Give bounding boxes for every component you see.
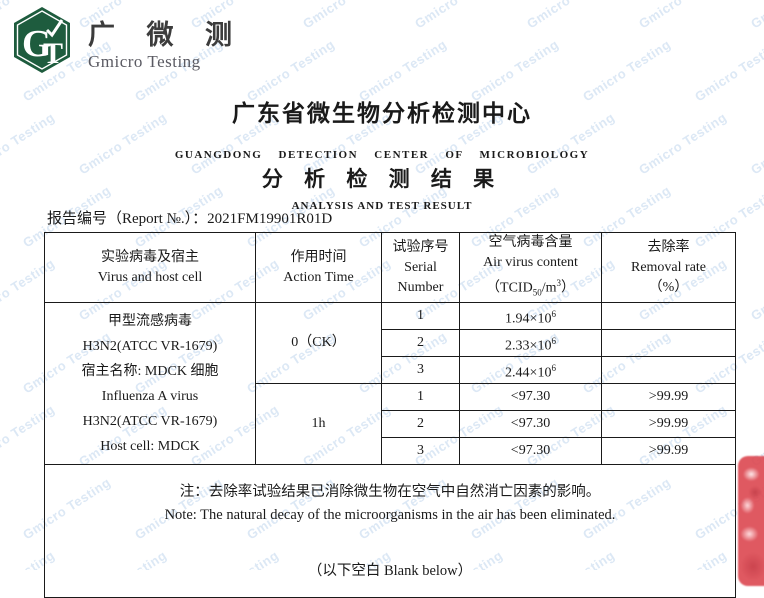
brand-name-zh: 广 微 测 — [88, 20, 245, 50]
svg-text:G: G — [22, 23, 52, 65]
red-stamp — [738, 456, 764, 586]
watermark-text: Gmicro Testing — [524, 0, 617, 31]
header-serial-en1: Serial — [404, 259, 437, 275]
unit-mid: /m — [541, 280, 557, 296]
action-time-ck-cell: 0（CK） — [255, 302, 382, 385]
content-cell: 2.33×106 — [459, 329, 602, 358]
title-block: 广东省微生物分析检测中心 GUANGDONG DETECTION CENTER … — [0, 94, 764, 212]
header-content-en: Air virus content — [483, 255, 578, 270]
removal-cell: >99.99 — [601, 383, 736, 412]
center-title-zh: 广东省微生物分析检测中心 — [232, 101, 532, 126]
table-row: 3 <97.30 >99.99 — [45, 437, 736, 466]
center-title-en: GUANGDONG DETECTION CENTER OF MICROBIOLO… — [174, 149, 590, 161]
header-time-en: Action Time — [283, 269, 354, 285]
content-cell: <97.30 — [459, 437, 602, 466]
result-title-en: ANALYSIS AND TEST RESULT — [291, 200, 473, 212]
header-virus-en: Virus and host cell — [97, 269, 203, 285]
header-time-zh: 作用时间 — [290, 249, 347, 265]
virus-line: 宿主名称: MDCK 细胞 — [81, 363, 219, 379]
virus-line: H3N2(ATCC VR-1679) — [82, 338, 218, 354]
unit-prefix: （TCID — [486, 280, 533, 296]
removal-cell: >99.99 — [601, 437, 736, 466]
header-removal-unit: （%） — [648, 279, 689, 295]
action-time-1h-cell: 1h — [255, 383, 382, 466]
note-row: 注：去除率试验结果已消除微生物在空气中自然消亡因素的影响。 Note: The … — [44, 464, 736, 598]
header-content-unit: （TCID50/m3） — [460, 273, 601, 302]
watermark-text: Gmicro Testing — [748, 0, 764, 31]
header-content-zh: 空气病毒含量 — [488, 235, 573, 250]
header-removal-rate: 去除率 Removal rate （%） — [601, 231, 736, 304]
header-serial-zh: 试验序号 — [392, 239, 449, 255]
note-line-zh: 注：去除率试验结果已消除微生物在空气中自然消亡因素的影响。 — [179, 484, 601, 501]
blank-below-label: （以下空白 Blank below） — [307, 563, 473, 580]
virus-line: Host cell: MDCK — [100, 438, 200, 454]
watermark-text: Gmicro Testing — [412, 0, 505, 31]
header-air-virus-content: 空气病毒含量 Air virus content （TCID50/m3） — [459, 231, 602, 304]
virus-host-cell: 甲型流感病毒 H3N2(ATCC VR-1679) 宿主名称: MDCK 细胞 … — [44, 302, 256, 466]
results-table: 实验病毒及宿主 Virus and host cell 作用时间 Action … — [44, 231, 736, 598]
watermark-text: Gmicro Testing — [636, 0, 729, 31]
content-cell: 1.94×106 — [459, 302, 602, 331]
content-exponent: 6 — [551, 362, 556, 373]
table-row: 3 2.44×106 — [45, 356, 736, 385]
serial-cell: 2 — [381, 410, 460, 439]
result-title-zh: 分 析 检 测 结 果 — [261, 167, 503, 191]
content-exponent: 6 — [551, 335, 556, 346]
removal-cell: >99.99 — [601, 410, 736, 439]
removal-cell-diagonal — [601, 329, 736, 358]
table-row: 2 2.33×106 — [45, 329, 736, 358]
brand-name-en: Gmicro Testing — [88, 52, 201, 71]
header-virus: 实验病毒及宿主 Virus and host cell — [44, 231, 256, 304]
report-number-line: 报告编号（Report №.）：2021FM19901R01D — [47, 207, 332, 228]
report-number-label: 报告编号（Report №.）： — [47, 211, 208, 227]
content-value: 2.44×10 — [505, 365, 552, 381]
removal-cell-diagonal — [601, 356, 736, 385]
content-value: 1.94×10 — [505, 311, 552, 327]
content-exponent: 6 — [551, 308, 556, 319]
gmicro-logo-icon: G T — [14, 7, 70, 73]
brand-text: 广 微 测 Gmicro Testing — [88, 20, 244, 72]
note-line-en: Note: The natural decay of the microorga… — [164, 507, 616, 524]
serial-cell: 2 — [381, 329, 460, 358]
table-header-row: 实验病毒及宿主 Virus and host cell 作用时间 Action … — [44, 231, 736, 304]
serial-cell: 1 — [381, 302, 460, 331]
watermark-text: Gmicro Testing — [748, 256, 764, 324]
header-virus-zh: 实验病毒及宿主 — [101, 249, 199, 265]
unit-sub: 50 — [532, 287, 542, 298]
header-serial: 试验序号 Serial Number — [381, 231, 460, 304]
note-cell: 注：去除率试验结果已消除微生物在空气中自然消亡因素的影响。 Note: The … — [44, 464, 736, 598]
virus-line: H3N2(ATCC VR-1679) — [82, 413, 218, 429]
content-cell: 2.44×106 — [459, 356, 602, 385]
serial-cell: 3 — [381, 437, 460, 466]
content-cell: <97.30 — [459, 410, 602, 439]
header-removal-zh: 去除率 — [647, 239, 690, 255]
serial-cell: 3 — [381, 356, 460, 385]
unit-sup: 3 — [556, 278, 561, 288]
watermark-text: Gmicro Testing — [300, 0, 393, 31]
header-serial-en2: Number — [397, 279, 444, 295]
virus-line: Influenza A virus — [101, 388, 199, 404]
brand-header: G T 广 微 测 Gmicro Testing — [10, 6, 244, 76]
svg-text:T: T — [43, 37, 63, 70]
table-row: 甲型流感病毒 H3N2(ATCC VR-1679) 宿主名称: MDCK 细胞 … — [44, 302, 736, 466]
virus-line: 甲型流感病毒 — [108, 313, 192, 329]
header-action-time: 作用时间 Action Time — [255, 231, 382, 304]
unit-suffix: ） — [560, 280, 575, 296]
header-removal-en: Removal rate — [630, 259, 707, 275]
removal-cell-diagonal — [601, 302, 736, 331]
serial-cell: 1 — [381, 383, 460, 412]
content-cell: <97.30 — [459, 383, 602, 412]
report-number-value: 2021FM19901R01D — [207, 211, 333, 227]
content-value: 2.33×10 — [505, 338, 552, 354]
